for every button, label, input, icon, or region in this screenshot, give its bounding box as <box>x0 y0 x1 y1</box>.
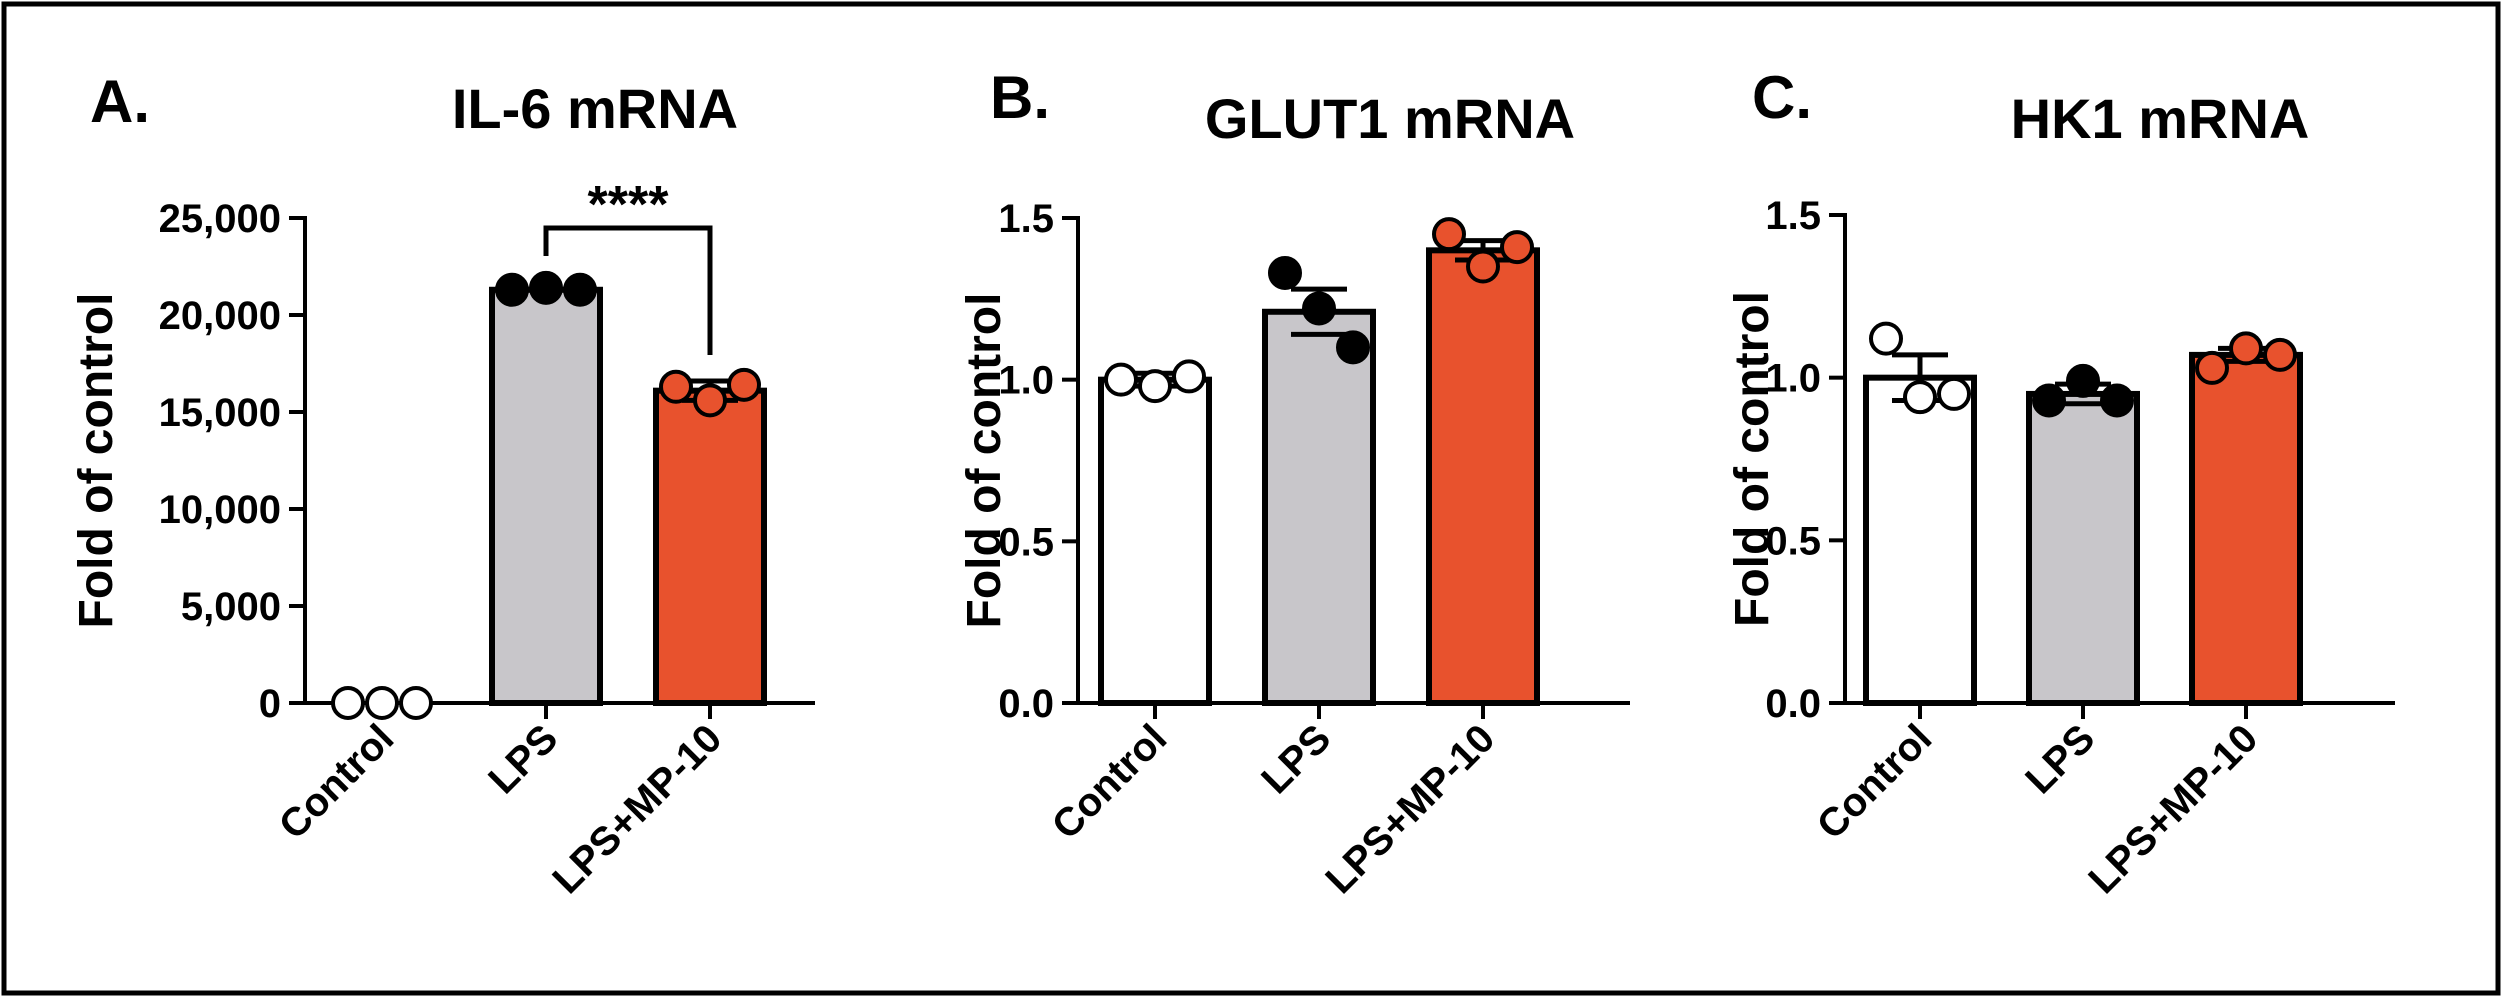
data-point-lps-mp-10 <box>2195 350 2229 385</box>
y-tick-label: 0.0 <box>1765 682 1821 726</box>
y-tick-label: 1.0 <box>1765 357 1821 401</box>
data-point-control <box>1138 369 1172 404</box>
panel-letter: B. <box>990 64 1050 131</box>
x-tick-label: Control <box>1044 716 1176 848</box>
data-point-lps <box>1336 330 1370 365</box>
data-point-lps-mp-10 <box>2263 337 2297 372</box>
bar-lps-mp-10 <box>2189 351 2303 706</box>
data-point-control <box>1172 359 1206 394</box>
data-point-lps <box>495 272 529 307</box>
data-point-lps-mp-10 <box>659 369 693 404</box>
bar-control <box>1863 374 1977 706</box>
chart-title: GLUT1 mRNA <box>1205 87 1575 150</box>
y-tick-label: 1.0 <box>998 359 1054 403</box>
chart-panel-3: C. HK1 mRNA Fold of control 0.0 0.5 1.0 1.5 Con… <box>1726 64 2395 902</box>
data-point-control <box>1104 362 1138 397</box>
data-point-lps <box>2032 383 2066 418</box>
data-point-control <box>365 685 399 720</box>
y-axis-label: Fold of control <box>70 293 123 629</box>
data-point-lps-mp-10 <box>727 367 761 402</box>
bar-lps-mp-10 <box>653 387 767 706</box>
y-tick-label: 25,000 <box>159 197 281 241</box>
y-axis-label: Fold of control <box>958 293 1011 629</box>
y-tick-label: 5,000 <box>181 585 281 629</box>
bar-lps <box>2026 390 2140 706</box>
y-tick-label: 20,000 <box>159 294 281 338</box>
chart-panel-2: B. GLUT1 mRNA Fold of control 0.0 0.5 1.0 1.5 C… <box>958 64 1630 902</box>
y-tick-label: 1.5 <box>998 197 1054 241</box>
data-point-lps-mp-10 <box>1432 217 1466 252</box>
y-tick-label: 0.5 <box>998 520 1054 564</box>
data-point-lps-mp-10 <box>1500 230 1534 265</box>
data-point-lps <box>2100 383 2134 418</box>
data-point-lps-mp-10 <box>2229 331 2263 366</box>
data-point-lps <box>2066 363 2100 398</box>
data-point-control <box>331 685 365 720</box>
data-point-control <box>399 685 433 720</box>
x-tick-label: LPS <box>2017 716 2103 802</box>
x-tick-label: LPS <box>1253 716 1339 802</box>
x-tick-label: Control <box>1809 716 1941 848</box>
panel-letter: A. <box>90 68 150 135</box>
data-point-lps <box>1302 291 1336 326</box>
bar-lps-mp-10 <box>1426 247 1540 706</box>
y-tick-label: 15,000 <box>159 391 281 435</box>
data-point-control <box>1869 321 1903 356</box>
y-axis-label: Fold of control <box>1726 291 1779 627</box>
significance-label: **** <box>588 176 670 234</box>
x-tick-label: LPS+MP-10 <box>2080 716 2266 902</box>
chart-panel-1: A. IL-6 mRNA Fold of control 0 5,000 10,000 15… <box>70 68 815 902</box>
data-point-control <box>1937 376 1971 411</box>
data-point-control <box>1903 380 1937 415</box>
chart-title: IL-6 mRNA <box>452 77 738 140</box>
data-point-lps <box>529 270 563 305</box>
y-tick-label: 0.5 <box>1765 519 1821 563</box>
y-tick-label: 1.5 <box>1765 194 1821 238</box>
data-point-lps <box>1268 255 1302 290</box>
x-tick-label: LPS <box>480 716 566 802</box>
data-point-lps-mp-10 <box>1466 249 1500 284</box>
chart-title: HK1 mRNA <box>2011 87 2310 150</box>
panels: A. IL-6 mRNA Fold of control 0 5,000 10,000 15… <box>70 64 2395 902</box>
y-tick-label: 0 <box>259 682 281 726</box>
y-tick-label: 10,000 <box>159 488 281 532</box>
y-tick-label: 0.0 <box>998 682 1054 726</box>
data-point-lps <box>563 272 597 307</box>
x-tick-label: Control <box>271 716 403 848</box>
bar-lps <box>489 286 603 706</box>
bar-control <box>1098 376 1212 706</box>
bar-lps <box>1262 308 1376 706</box>
data-point-lps-mp-10 <box>693 383 727 418</box>
x-tick-label: LPS+MP-10 <box>1317 716 1503 902</box>
x-tick-label: LPS+MP-10 <box>544 716 730 902</box>
significance-bracket <box>543 225 713 355</box>
panel-letter: C. <box>1752 64 1812 131</box>
